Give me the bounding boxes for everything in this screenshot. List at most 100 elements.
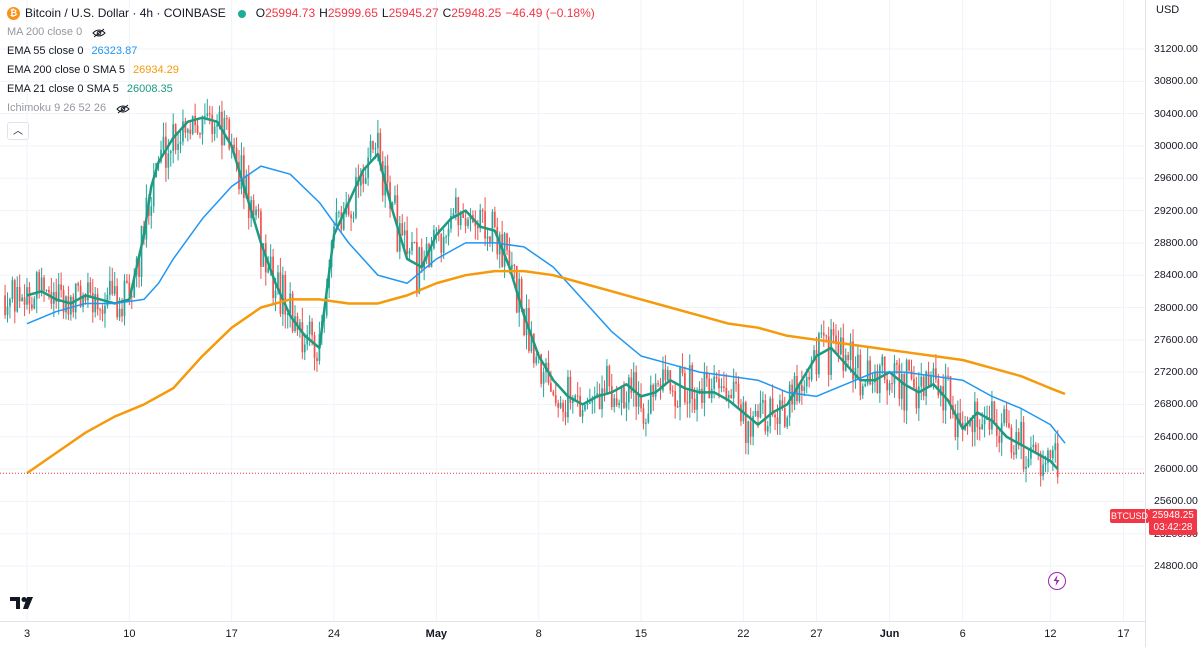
current-price-box: 25948.25 03:42:28	[1149, 509, 1197, 535]
indicator-name[interactable]: EMA 55 close 0	[7, 45, 84, 57]
ohlc-value-o: 25994.73	[265, 6, 316, 20]
candle-body	[764, 400, 767, 432]
currency-label[interactable]: USD	[1156, 4, 1180, 16]
price-tick-label: 28400.00	[1154, 269, 1198, 282]
candle-body	[589, 402, 591, 404]
candle-body	[216, 124, 218, 127]
candle-body	[932, 368, 935, 377]
time-tick-label: 12	[1044, 628, 1057, 640]
candle-body	[508, 250, 511, 269]
candle-body	[355, 176, 357, 218]
indicator-value: 26008.35	[126, 83, 173, 95]
ohlc-label-c: C	[442, 6, 452, 20]
candle-body	[57, 284, 60, 302]
candle-body	[45, 289, 48, 291]
change-value: −46.49 (−0.18%)	[505, 6, 595, 20]
candle-body	[649, 384, 652, 414]
candle-body	[550, 383, 552, 392]
candle-body	[138, 258, 140, 278]
indicator-name[interactable]: EMA 200 close 0 SMA 5	[7, 64, 126, 76]
indicator-row[interactable]: MA 200 close 0	[7, 23, 599, 42]
candle-body	[208, 113, 211, 115]
candle-body	[111, 280, 114, 295]
current-price: 25948.25	[1152, 510, 1194, 521]
candle-body	[447, 228, 450, 237]
candle-body	[671, 390, 674, 392]
time-tick-label: 27	[810, 628, 823, 640]
collapse-legend-button[interactable]: ︿	[7, 122, 29, 140]
candle-body	[206, 113, 209, 117]
candle-body	[971, 420, 974, 433]
candle-body	[1003, 409, 1005, 424]
lightning-icon[interactable]	[1048, 572, 1066, 590]
candle-body	[725, 387, 728, 398]
candle-body	[35, 272, 38, 299]
time-tick-label: 17	[1117, 628, 1130, 640]
eye-off-icon[interactable]	[116, 104, 130, 114]
candle-body	[506, 233, 508, 251]
candle-body	[762, 400, 764, 403]
candle-body	[450, 216, 452, 229]
indicator-name[interactable]: Ichimoku 9 26 52 26	[7, 102, 107, 114]
candle-body	[608, 365, 611, 387]
candle-body	[771, 398, 774, 415]
candle-body	[720, 386, 723, 389]
candle-body	[978, 427, 981, 430]
candle-body	[657, 383, 659, 385]
time-tick-label: 22	[737, 628, 750, 640]
candle-body	[579, 395, 581, 417]
candle-body	[530, 333, 533, 352]
candle-body	[893, 362, 896, 384]
candle-body	[204, 116, 206, 118]
series-line-ema21	[26, 116, 1059, 470]
price-chart[interactable]	[0, 0, 1145, 621]
candle-body	[130, 296, 133, 298]
eye-off-icon[interactable]	[92, 28, 106, 38]
candle-body	[542, 372, 545, 384]
indicator-name[interactable]: EMA 21 close 0 SMA 5	[7, 83, 119, 95]
candle-body	[849, 341, 852, 361]
price-axis[interactable]: USD 31200.00 30800.00 30400.00 30000.00 2960…	[1145, 0, 1199, 647]
indicator-row[interactable]: EMA 21 close 0 SMA 5 26008.35	[7, 80, 599, 99]
candle-body	[40, 277, 43, 291]
candle-body	[871, 382, 874, 385]
candle-body	[576, 395, 579, 397]
candle-body	[179, 141, 182, 145]
candle-body	[559, 402, 562, 408]
time-axis[interactable]: 3 10 17 24 May 8 15 22 27 Jun 6 12 17	[0, 621, 1145, 647]
price-tick-label: 26400.00	[1154, 430, 1198, 443]
candle-body	[455, 197, 457, 214]
candle-body	[420, 247, 423, 269]
candle-body	[225, 117, 228, 120]
candle-body	[89, 282, 92, 293]
symbol-title[interactable]: Bitcoin / U.S. Dollar · 4h · COINBASE	[25, 6, 226, 20]
candle-body	[113, 286, 116, 295]
candle-body	[917, 386, 920, 409]
symbol-row[interactable]: ₿ Bitcoin / U.S. Dollar · 4h · COINBASE …	[7, 4, 599, 23]
candle-body	[910, 370, 913, 379]
price-tick-label: 30400.00	[1154, 107, 1198, 120]
ohlc-values: O25994.73 H25999.65 L25945.27 C25948.25	[256, 4, 506, 23]
indicator-row[interactable]: EMA 55 close 0 26323.87	[7, 42, 599, 61]
indicator-name[interactable]: MA 200 close 0	[7, 26, 83, 38]
candle-body	[679, 367, 681, 408]
candle-body	[218, 111, 221, 125]
candle-body	[852, 341, 854, 380]
candle-body	[754, 410, 757, 417]
candle-body	[489, 236, 491, 243]
indicator-row[interactable]: Ichimoku 9 26 52 26	[7, 99, 599, 118]
chart-area[interactable]: ₿ Bitcoin / U.S. Dollar · 4h · COINBASE …	[0, 0, 1149, 621]
candle-body	[747, 421, 750, 443]
candle-body	[1017, 432, 1020, 446]
candle-body	[474, 222, 477, 227]
tradingview-logo[interactable]	[10, 596, 36, 615]
candle-body	[632, 372, 635, 393]
candle-body	[839, 337, 842, 355]
candle-body	[586, 403, 589, 406]
indicator-row[interactable]: EMA 200 close 0 SMA 5 26934.29	[7, 61, 599, 80]
candle-body	[440, 233, 443, 253]
candle-body	[591, 399, 594, 403]
candle-body	[693, 398, 696, 410]
time-tick-label: Jun	[879, 628, 900, 640]
candle-body	[944, 375, 947, 411]
